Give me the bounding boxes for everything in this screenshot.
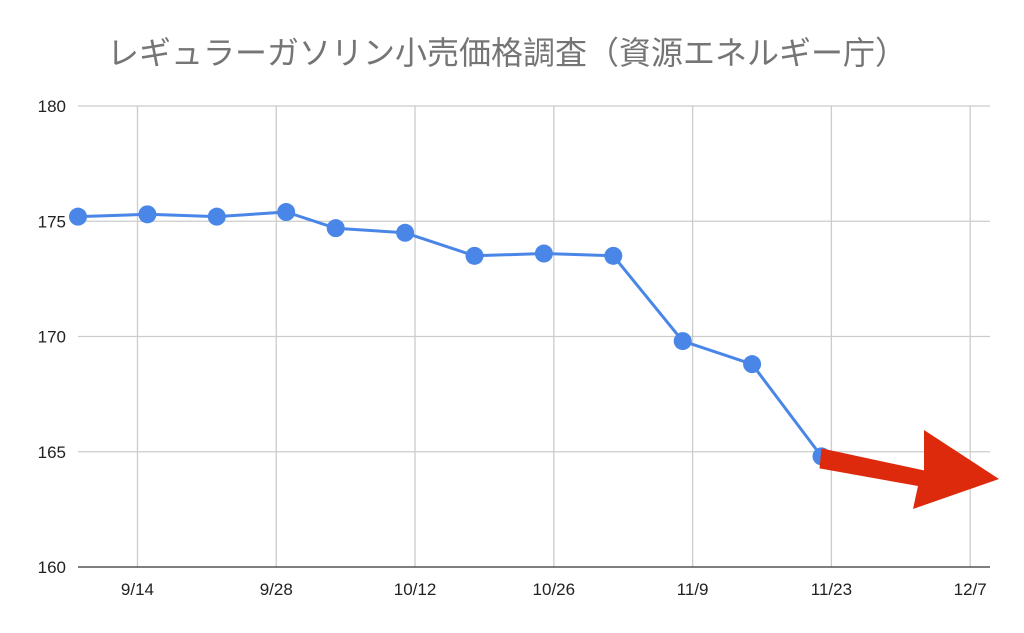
x-tick-label: 10/12 bbox=[394, 580, 437, 599]
grid bbox=[78, 105, 990, 567]
annotations bbox=[819, 430, 999, 509]
x-tick-label: 11/23 bbox=[811, 580, 852, 599]
chart-title: レギュラーガソリン小売価格調査（資源エネルギー庁） bbox=[107, 34, 907, 72]
y-tick-label: 175 bbox=[38, 212, 66, 231]
y-tick-label: 180 bbox=[38, 97, 66, 116]
y-tick-label: 160 bbox=[38, 558, 66, 577]
y-tick-label: 165 bbox=[38, 443, 66, 462]
x-tick-label: 12/7 bbox=[954, 580, 987, 599]
series-line bbox=[77, 210, 823, 458]
x-tick-label: 9/28 bbox=[260, 580, 293, 599]
data-point bbox=[534, 244, 553, 263]
x-tick-label: 9/14 bbox=[121, 580, 154, 599]
data-point bbox=[743, 355, 762, 374]
data-point bbox=[604, 246, 623, 265]
y-tick-label: 170 bbox=[38, 328, 66, 347]
data-point bbox=[465, 246, 484, 265]
data-point bbox=[138, 205, 157, 224]
data-point bbox=[396, 223, 415, 242]
x-tick-label: 11/9 bbox=[677, 580, 709, 599]
data-point bbox=[326, 219, 345, 238]
data-point bbox=[277, 203, 296, 222]
data-series bbox=[69, 203, 831, 466]
data-point bbox=[207, 207, 226, 226]
data-point bbox=[69, 207, 87, 226]
x-tick-label: 10/26 bbox=[533, 580, 576, 599]
trend-arrow bbox=[819, 430, 999, 509]
data-point bbox=[673, 332, 692, 351]
axes: 160 165 170 175 180 9/14 9/28 10/12 10/26 11/9 11/… bbox=[38, 97, 990, 599]
